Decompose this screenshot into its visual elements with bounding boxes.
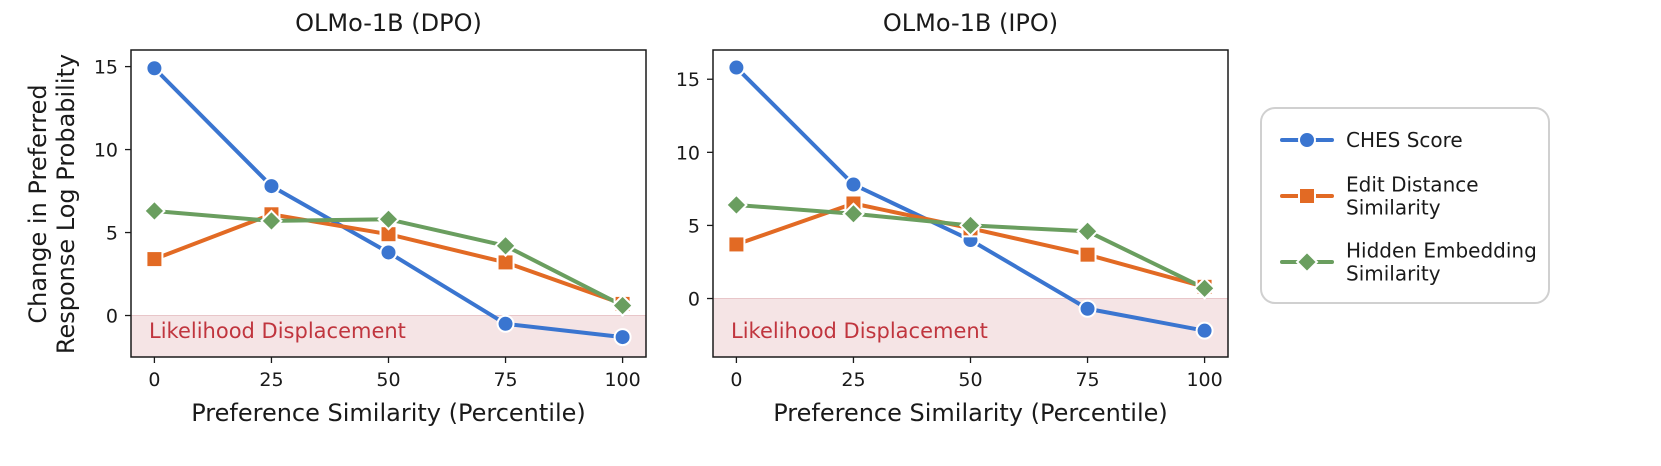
legend-marker-1 bbox=[1298, 131, 1316, 149]
data-point-series-3 bbox=[842, 202, 865, 226]
data-point-series-1 bbox=[1195, 321, 1214, 340]
legend-marker-3 bbox=[1295, 250, 1319, 274]
data-point-series-2 bbox=[145, 250, 164, 269]
data-point-series-3 bbox=[1076, 219, 1099, 243]
data-point-series-2 bbox=[1078, 245, 1097, 264]
y-tick-label: 15 bbox=[94, 57, 118, 79]
legend-box bbox=[1260, 107, 1550, 304]
x-tick-label: 75 bbox=[493, 369, 517, 391]
likelihood-displacement-band bbox=[713, 298, 1228, 357]
y-tick-label: 5 bbox=[688, 215, 700, 237]
plot-frame bbox=[130, 49, 647, 358]
data-point-series-1 bbox=[379, 243, 398, 262]
series-line-1 bbox=[152, 66, 625, 340]
y-tick-label: 10 bbox=[94, 140, 118, 162]
y-axis-label-line1: Change in Preferred bbox=[24, 84, 52, 323]
x-tick-label: 75 bbox=[1075, 369, 1099, 391]
data-point-series-3 bbox=[377, 207, 400, 231]
displacement-annotation: Likelihood Displacement bbox=[149, 319, 406, 343]
panel-2: Likelihood Displacement OLMo-1B (IPO) 0 25 5… bbox=[676, 9, 1229, 427]
data-point-series-2 bbox=[727, 235, 746, 254]
data-point-series-1 bbox=[613, 328, 632, 347]
x-tick-label: 0 bbox=[730, 369, 742, 391]
x-tick-label: 50 bbox=[376, 369, 400, 391]
data-point-series-1 bbox=[844, 175, 863, 194]
panels: Likelihood Displacement OLMo-1B (DPO) 0 25 5… bbox=[94, 9, 1229, 427]
data-point-series-1 bbox=[1078, 299, 1097, 318]
data-point-series-1 bbox=[727, 58, 746, 77]
displacement-annotation: Likelihood Displacement bbox=[731, 319, 988, 343]
legend-label-3: Hidden Embedding bbox=[1346, 239, 1537, 263]
data-point-series-1 bbox=[496, 314, 515, 333]
data-point-series-3 bbox=[142, 199, 166, 223]
x-axis-label: Preference Similarity (Percentile) bbox=[773, 399, 1168, 427]
series-line-1 bbox=[734, 65, 1207, 333]
y-tick-label: 15 bbox=[676, 69, 700, 91]
likelihood-displacement-band bbox=[131, 315, 646, 357]
y-tick-label: 5 bbox=[106, 223, 118, 245]
data-point-series-3 bbox=[494, 234, 517, 258]
panel-title: OLMo-1B (DPO) bbox=[295, 9, 482, 37]
data-point-series-1 bbox=[262, 177, 281, 196]
legend-label-1: CHES Score bbox=[1346, 128, 1463, 152]
legend-marker-2 bbox=[1298, 187, 1316, 205]
x-tick-label: 50 bbox=[958, 369, 982, 391]
panel-title: OLMo-1B (IPO) bbox=[883, 9, 1058, 37]
x-tick-label: 25 bbox=[841, 369, 865, 391]
y-axis-label: Change in Preferred Response Log Probabi… bbox=[24, 54, 80, 354]
x-axis-label: Preference Similarity (Percentile) bbox=[191, 399, 586, 427]
data-point-series-3 bbox=[1193, 276, 1217, 300]
y-tick-label: 10 bbox=[676, 142, 700, 164]
y-tick-label: 0 bbox=[106, 306, 118, 328]
legend-label-2: Edit Distance bbox=[1346, 173, 1479, 197]
x-tick-label: 100 bbox=[1186, 369, 1222, 391]
data-point-series-3 bbox=[611, 294, 635, 317]
y-axis-label-line2: Response Log Probability bbox=[52, 54, 80, 354]
data-point-series-3 bbox=[724, 193, 748, 217]
panel-1: Likelihood Displacement OLMo-1B (DPO) 0 25 5… bbox=[94, 9, 647, 427]
plot-frame bbox=[712, 49, 1229, 358]
x-tick-label: 0 bbox=[148, 369, 160, 391]
y-tick-label: 0 bbox=[688, 289, 700, 311]
data-point-series-3 bbox=[959, 214, 982, 237]
data-point-series-3 bbox=[260, 209, 283, 233]
x-tick-label: 25 bbox=[259, 369, 283, 391]
x-tick-label: 100 bbox=[604, 369, 640, 391]
data-point-series-1 bbox=[145, 59, 164, 78]
legend-label-2: Similarity bbox=[1346, 196, 1441, 220]
legend-label-3: Similarity bbox=[1346, 262, 1441, 286]
